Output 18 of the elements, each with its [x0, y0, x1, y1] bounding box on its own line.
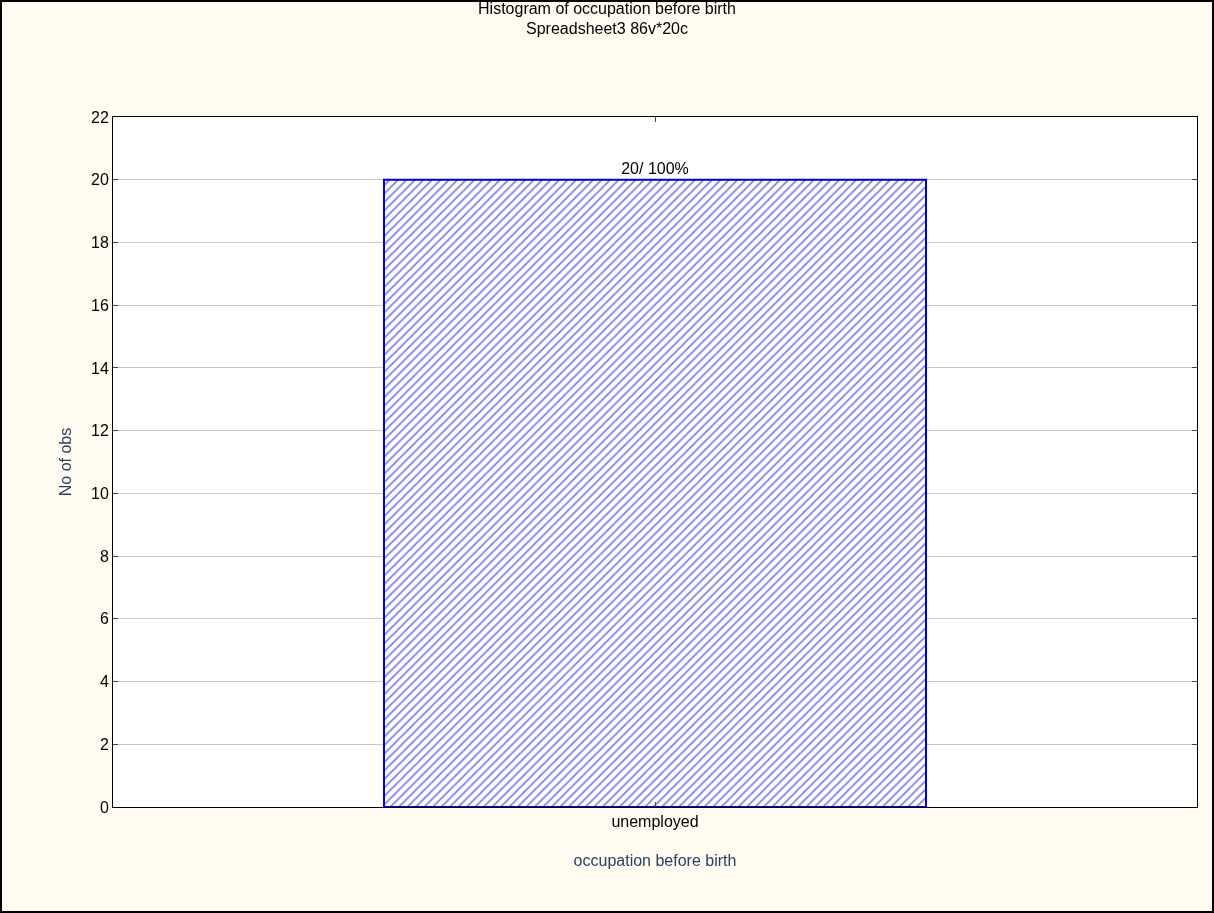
y-tick-label: 6	[99, 610, 109, 628]
y-tick-label: 4	[99, 673, 109, 691]
y-tick-label: 18	[91, 234, 109, 252]
y-tick-label: 12	[91, 422, 109, 440]
y-tick-label: 8	[99, 547, 109, 565]
y-tick-label: 0	[99, 798, 109, 816]
x-axis-title: occupation before birth	[573, 851, 737, 869]
x-tick-label: unemployed	[611, 813, 699, 831]
y-tick-label: 10	[91, 484, 109, 502]
y-tick-label: 16	[91, 296, 109, 314]
chart-title: Histogram of occupation before birth	[478, 0, 736, 17]
y-tick-label: 14	[91, 359, 109, 377]
y-axis-title: No of obs	[56, 427, 74, 497]
y-tick-label: 2	[99, 735, 109, 753]
chart-subtitle: Spreadsheet3 86v*20c	[526, 20, 688, 38]
data-label: 20/ 100%	[621, 159, 689, 177]
y-tick-label: 20	[91, 171, 109, 189]
y-tick-label: 22	[91, 108, 109, 126]
